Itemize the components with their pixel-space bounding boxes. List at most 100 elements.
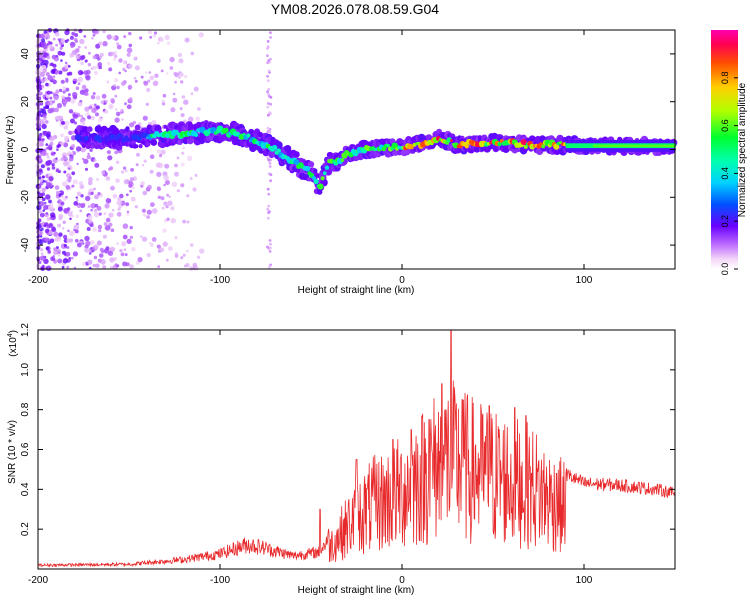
noise-speck <box>69 238 74 243</box>
noise-speck <box>151 119 157 126</box>
noise-speck <box>197 107 201 111</box>
noise-speck <box>100 100 105 104</box>
noise-speck <box>159 247 165 253</box>
noise-speck <box>58 70 63 75</box>
noise-speck <box>149 169 154 174</box>
noise-speck <box>52 37 56 41</box>
noise-speck <box>36 125 41 129</box>
noise-speck <box>96 206 102 211</box>
noise-speck <box>55 157 58 160</box>
noise-speck <box>83 91 88 96</box>
noise-speck <box>40 33 46 39</box>
noise-speck <box>106 150 111 155</box>
noise-speck <box>128 43 133 48</box>
noise-speck <box>66 207 71 211</box>
noise-speck <box>146 252 151 258</box>
noise-speck <box>116 85 120 90</box>
noise-speck <box>88 219 93 224</box>
noise-speck <box>267 211 270 215</box>
noise-speck <box>86 227 91 231</box>
noise-speck <box>168 246 173 252</box>
noise-speck <box>76 242 82 248</box>
snr-y-axis: 0.2 0.4 0.6 0.8 1.0 1.2 <box>20 323 675 536</box>
noise-speck <box>55 236 62 242</box>
noise-speck <box>180 183 185 188</box>
ridge-cell <box>120 134 124 138</box>
noise-speck <box>109 246 116 253</box>
noise-speck <box>124 102 127 106</box>
noise-speck <box>194 173 198 177</box>
noise-speck <box>40 164 45 169</box>
noise-speck <box>41 192 46 197</box>
noise-speck <box>143 81 149 86</box>
noise-speck <box>267 59 271 62</box>
noise-speck <box>134 65 140 71</box>
noise-speck <box>65 79 69 83</box>
noise-speck <box>38 230 44 236</box>
noise-speck <box>123 60 127 65</box>
noise-speck <box>82 203 86 207</box>
noise-speck <box>45 133 51 138</box>
noise-speck <box>79 55 85 61</box>
noise-speck <box>266 216 270 220</box>
noise-speck <box>135 163 139 167</box>
noise-speck <box>162 241 168 247</box>
noise-speck <box>115 160 120 165</box>
noise-speck <box>59 46 63 50</box>
noise-speck <box>40 78 45 84</box>
noise-speck <box>123 179 130 185</box>
noise-speck <box>162 93 167 98</box>
noise-speck <box>51 227 57 232</box>
ridge-cell <box>464 144 469 149</box>
noise-speck <box>111 35 116 40</box>
noise-speck <box>48 41 53 46</box>
noise-speck <box>266 54 269 58</box>
noise-speck <box>94 71 98 75</box>
noise-speck <box>64 63 70 70</box>
noise-speck <box>51 100 56 104</box>
snr-plot-area <box>38 330 675 569</box>
noise-speck <box>39 55 43 59</box>
noise-speck <box>53 260 57 264</box>
noise-speck <box>169 56 175 63</box>
noise-speck <box>51 78 55 81</box>
noise-speck <box>178 76 181 79</box>
noise-speck <box>65 251 71 257</box>
noise-speck <box>155 162 161 168</box>
noise-speck <box>167 200 173 206</box>
noise-speck <box>42 68 47 73</box>
noise-speck <box>119 193 124 199</box>
noise-speck <box>69 230 75 236</box>
noise-speck <box>51 184 55 188</box>
noise-speck <box>66 72 71 76</box>
ridge-cell <box>520 139 527 145</box>
noise-speck <box>45 246 49 250</box>
noise-speck <box>174 236 178 240</box>
svg-text:(x104): (x104) <box>7 330 19 357</box>
snr-xlabel: Height of straight line (km) <box>298 585 415 596</box>
noise-speck <box>55 89 59 93</box>
noise-speck <box>152 80 159 87</box>
noise-speck <box>75 239 79 243</box>
snr-ylabel: SNR (10 * v/v) <box>7 420 18 484</box>
noise-speck <box>98 212 102 216</box>
noise-speck <box>126 104 132 110</box>
noise-speck <box>172 92 176 96</box>
noise-speck <box>169 66 174 70</box>
ridge-halo <box>134 124 141 131</box>
noise-speck <box>39 71 45 78</box>
noise-speck <box>130 168 135 172</box>
noise-speck <box>92 263 97 268</box>
ridge-halo <box>134 144 139 149</box>
noise-speck <box>46 55 51 60</box>
noise-speck <box>102 41 108 47</box>
ridge-cell <box>553 143 560 150</box>
noise-speck <box>98 41 103 46</box>
noise-speck <box>268 246 272 250</box>
noise-speck <box>107 250 114 256</box>
noise-speck <box>266 74 269 78</box>
noise-speck <box>129 225 133 230</box>
noise-speck <box>57 200 61 204</box>
noise-speck <box>114 150 119 155</box>
